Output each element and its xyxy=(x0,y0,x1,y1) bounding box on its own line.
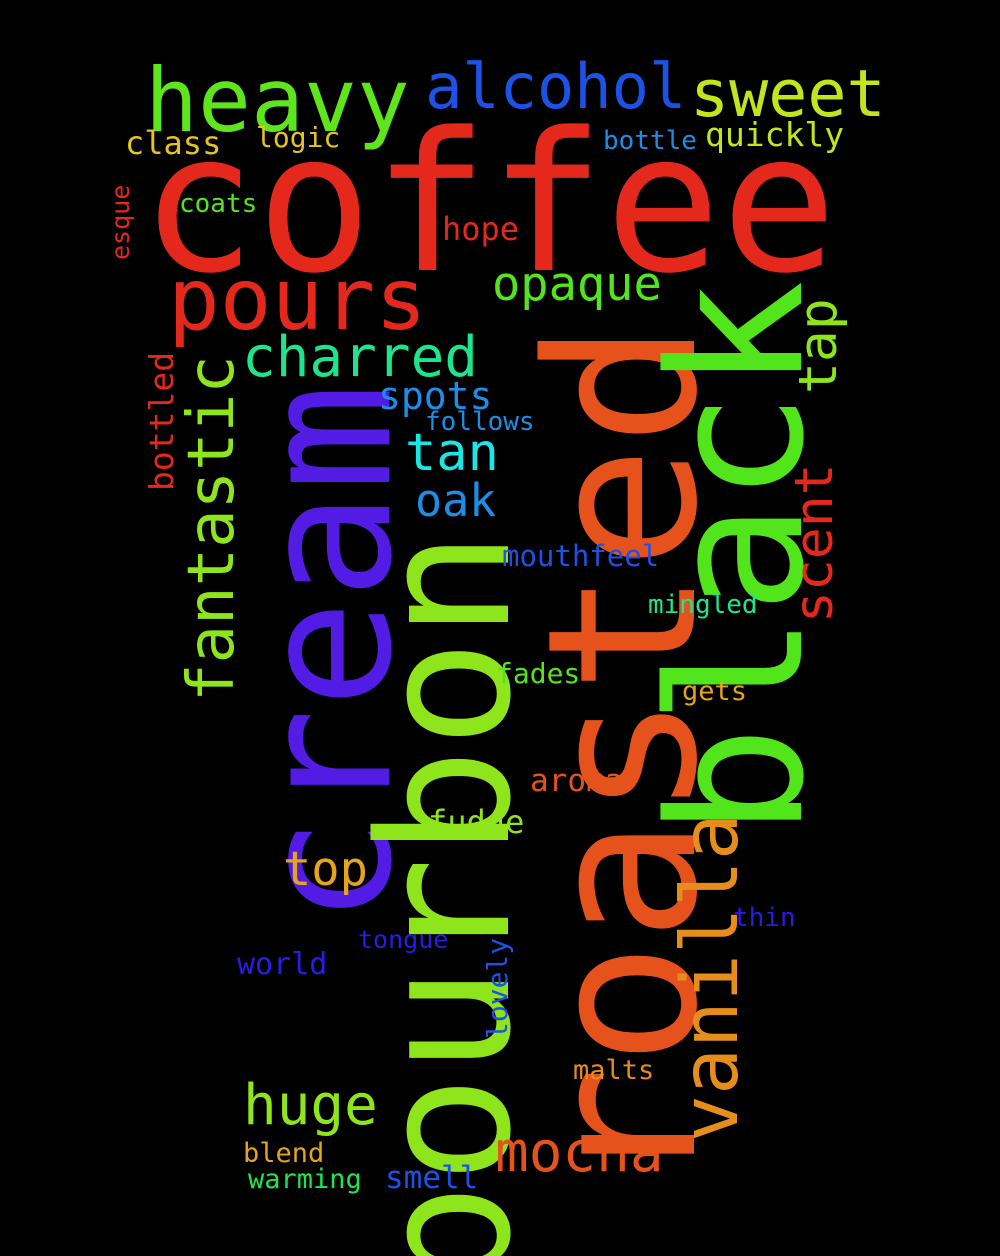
word-heavy: heavy xyxy=(145,49,410,152)
word-esque: esque xyxy=(106,184,135,260)
word-sweet: sweet xyxy=(690,57,886,132)
word-gets: gets xyxy=(682,676,748,707)
word-world: world xyxy=(237,947,328,982)
word-alcohol: alcohol xyxy=(425,50,687,123)
word-lovely: lovely xyxy=(481,937,514,1039)
word-smell: smell xyxy=(385,1160,479,1196)
word-mingled: mingled xyxy=(648,590,758,620)
word-aroma: aroma xyxy=(530,763,624,799)
word-coats: coats xyxy=(179,189,258,219)
word-malts: malts xyxy=(573,1055,655,1086)
word-thin: thin xyxy=(733,903,796,933)
word-bottled: bottled xyxy=(142,351,181,491)
word-scent: scent xyxy=(784,463,845,623)
word-charred: charred xyxy=(242,325,479,390)
word-hope: hope xyxy=(442,210,520,248)
word-opaque: opaque xyxy=(492,257,662,312)
word-huge: huge xyxy=(243,1073,378,1138)
word-follows: follows xyxy=(425,407,535,437)
word-mouthfeel: mouthfeel xyxy=(502,539,660,573)
word-fudge: fudge xyxy=(428,803,525,841)
word-tap: tap xyxy=(788,298,849,394)
word-bottle: bottle xyxy=(603,126,697,156)
word-tan: tan xyxy=(405,423,499,483)
word-mocha: mocha xyxy=(495,1120,664,1185)
word-pours: pours xyxy=(168,250,427,350)
word-oak: oak xyxy=(415,474,497,527)
word-coffee: coffee xyxy=(140,91,838,316)
word-tongue: tongue xyxy=(358,925,449,954)
word-logic: logic xyxy=(256,121,341,154)
word-quickly: quickly xyxy=(705,115,845,154)
word-class: class xyxy=(125,124,222,162)
word-blend: blend xyxy=(243,1138,325,1169)
word-top: top xyxy=(283,842,368,897)
word-fades: fades xyxy=(496,657,581,690)
word-spots: spots xyxy=(378,374,493,418)
word-fantastic: fantastic xyxy=(175,355,249,702)
word-vanilla: vanilla xyxy=(666,813,756,1142)
word-warming: warming xyxy=(248,1164,362,1195)
